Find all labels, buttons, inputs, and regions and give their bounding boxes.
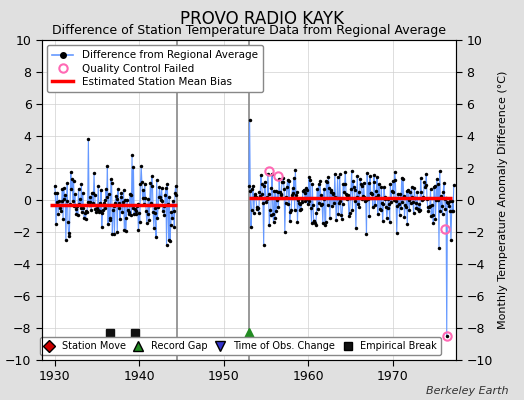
Y-axis label: Monthly Temperature Anomaly Difference (°C): Monthly Temperature Anomaly Difference (…: [498, 71, 508, 329]
Title: Difference of Station Temperature Data from Regional Average: Difference of Station Temperature Data f…: [52, 24, 446, 38]
Text: PROVO RADIO KAYK: PROVO RADIO KAYK: [180, 10, 344, 28]
Text: Berkeley Earth: Berkeley Earth: [426, 386, 508, 396]
Legend: Station Move, Record Gap, Time of Obs. Change, Empirical Break: Station Move, Record Gap, Time of Obs. C…: [40, 337, 441, 355]
